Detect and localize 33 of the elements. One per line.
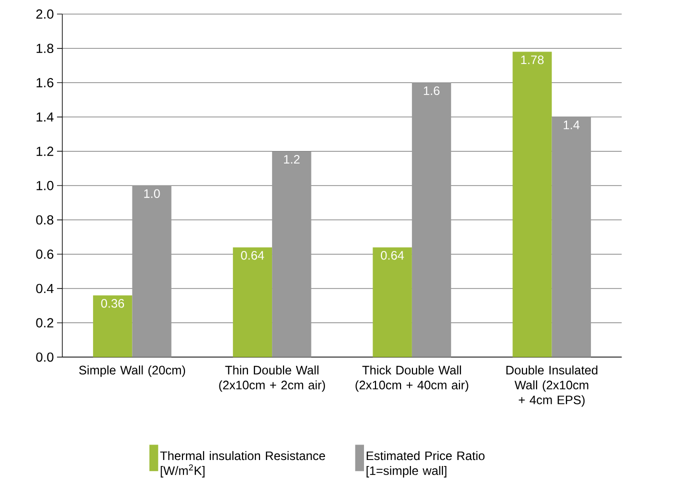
y-tick-label: 0.8	[36, 215, 54, 225]
y-tick-label: 2.0	[36, 10, 54, 19]
bar	[372, 247, 412, 358]
y-tick-label: 1.0	[36, 181, 54, 190]
y-tick-label: 0.6	[36, 250, 54, 259]
x-tick-label: Double Insulated Wall (2x10cm + 4cm EPS)	[506, 366, 598, 407]
bar	[552, 117, 591, 358]
legend-label: Estimated Price Ratio [1=simple wall]	[366, 451, 485, 478]
bar	[132, 186, 172, 358]
y-tick-label: 1.8	[36, 44, 54, 54]
data-label: 0.64	[380, 251, 404, 260]
x-tick-label: Thick Double Wall (2x10cm + 40cm air)	[356, 366, 468, 392]
y-tick-label: 0.4	[36, 284, 54, 294]
bar	[512, 52, 552, 358]
bar	[272, 151, 312, 358]
x-tick-label: Simple Wall (20cm)	[79, 366, 186, 378]
y-tick-label: 1.4	[36, 112, 54, 122]
data-label: 0.64	[241, 251, 264, 260]
y-tick-label: 1.2	[36, 146, 54, 156]
data-label: 0.36	[101, 299, 124, 308]
y-tick-label: 0.2	[36, 318, 54, 328]
data-label: 1.0	[144, 189, 160, 198]
legend-label: Thermal insulation Resistance [W/m$^{2}$K]	[160, 451, 326, 478]
data-label: 1.4	[564, 120, 580, 130]
y-tick-label: 1.6	[36, 78, 54, 88]
bar	[232, 247, 272, 358]
y-tick-label: 0.0	[36, 352, 54, 362]
x-tick-label: Thin Double Wall (2x10cm + 2cm air)	[219, 366, 325, 392]
bar	[93, 296, 132, 358]
data-label: 1.2	[284, 155, 300, 164]
bar	[412, 82, 452, 358]
data-label: 1.78	[521, 56, 544, 64]
data-label: 1.6	[424, 86, 440, 96]
